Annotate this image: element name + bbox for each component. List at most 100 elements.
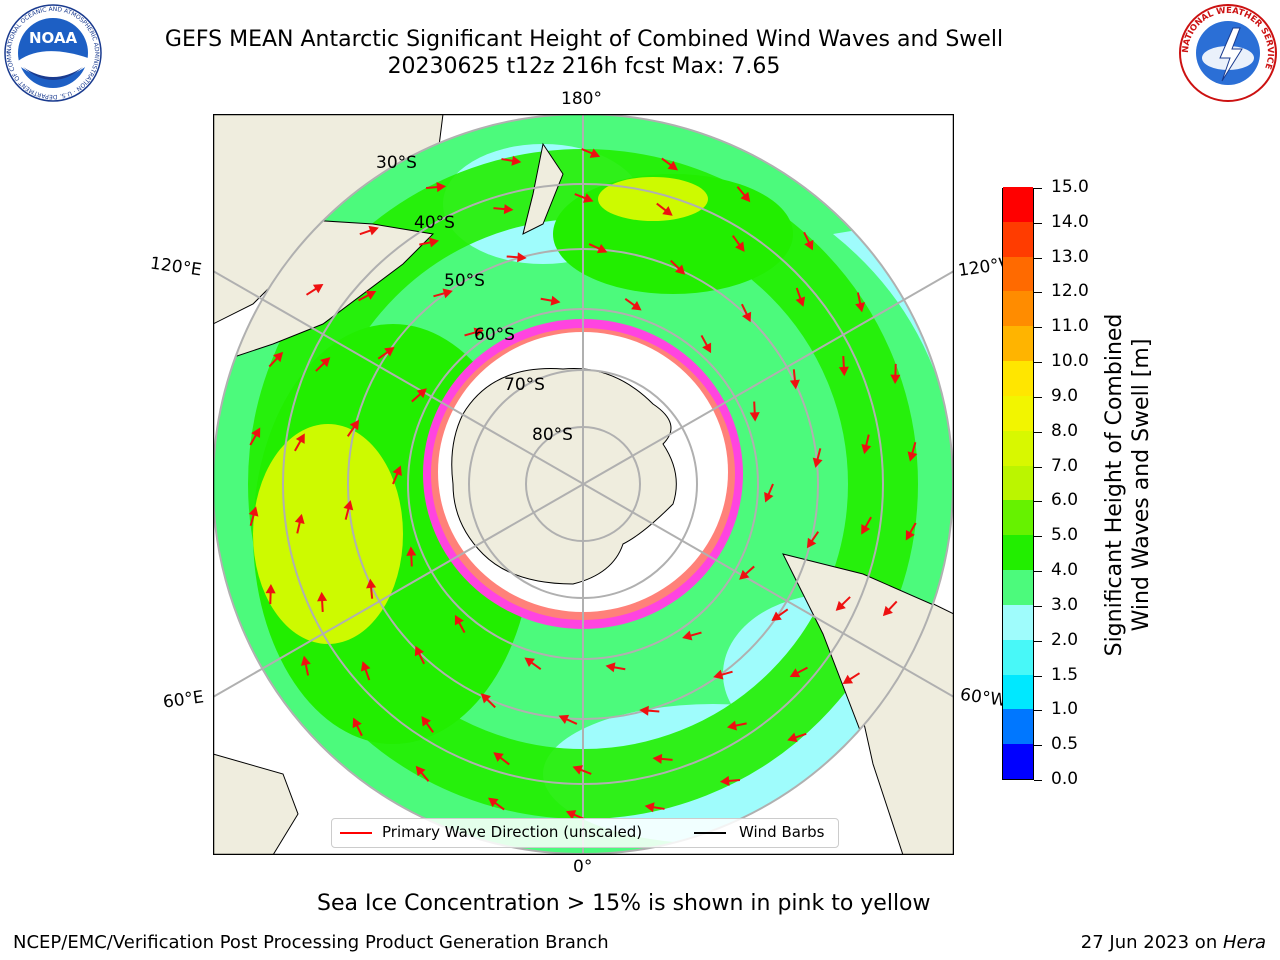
lat-label-80s: 80°S (532, 425, 573, 445)
colorbar-tick-label: 1.5 (1051, 664, 1079, 685)
colorbar-tick-label: 5.0 (1051, 525, 1079, 546)
wave-arrow-head (726, 720, 738, 731)
wave-arrow-head (795, 296, 806, 307)
wave-arrow-head (273, 351, 284, 363)
wave-arrow-head (583, 193, 594, 203)
colorbar-tick (1034, 292, 1042, 294)
africa-land (213, 753, 299, 855)
colorbar-tick (1034, 640, 1042, 642)
colorbar-tick (1034, 501, 1042, 503)
wave-arrow-head (251, 427, 261, 439)
wave-arrow-head (667, 160, 678, 171)
colorbar-title: Significant Height of Combined Wind Wave… (1101, 314, 1155, 657)
wave-arrow-head (812, 457, 823, 468)
colorbar-segment (1003, 569, 1033, 605)
colorbar-tick (1034, 536, 1042, 538)
wave-arrow-head (842, 674, 854, 685)
wave-arrow-head (789, 379, 800, 390)
colorbar-segment (1003, 291, 1033, 327)
wave-arrow-head (682, 630, 693, 641)
colorbar-tick-label: 7.0 (1051, 455, 1079, 476)
wave-arrow-head (644, 802, 655, 813)
lat-label-30s: 30°S (376, 153, 417, 173)
map (213, 114, 954, 855)
wave-arrow-head (343, 500, 354, 511)
lon-label-lower-right: 60°W (958, 684, 1009, 712)
lat-label-40s: 40°S (414, 213, 455, 233)
footer-date: 27 Jun 2023 on (1080, 932, 1223, 953)
colorbar-segment (1003, 465, 1033, 501)
colorbar-tick-label: 3.0 (1051, 594, 1079, 615)
colorbar-title-line2: Wind Waves and Swell [m] (1129, 338, 1154, 632)
colorbar-segment (1003, 360, 1033, 396)
colorbar-tick-label: 6.0 (1051, 490, 1079, 511)
colorbar-tick (1034, 396, 1042, 398)
wave-arrow-head (861, 524, 871, 535)
wave-arrow-head (771, 611, 782, 621)
lat-label-60s: 60°S (474, 325, 515, 345)
wave-arrow-head (675, 264, 686, 275)
colorbar-tick-label: 9.0 (1051, 385, 1079, 406)
colorbar-segment (1003, 674, 1033, 710)
colorbar-tick-label: 1.0 (1051, 699, 1079, 720)
colorbar-segment (1003, 604, 1033, 640)
wave-arrow-head (631, 301, 642, 311)
wave-arrow-head (713, 669, 724, 680)
lat-label-50s: 50°S (444, 271, 485, 291)
wave-arrow-head (749, 412, 760, 422)
wave-arrow-head (662, 206, 673, 216)
wave-arrow-head (861, 444, 872, 455)
footer-machine: Hera (1222, 932, 1266, 953)
wave-arrow-head (804, 239, 814, 251)
colorbar-tick (1034, 222, 1042, 224)
colorbar-tick-label: 2.0 (1051, 629, 1079, 650)
wave-arrow-head (454, 614, 464, 626)
footer-right: 27 Jun 2023 on Hera (1081, 932, 1266, 953)
legend-label-wind: Wind Barbs (739, 823, 825, 841)
wave-arrow-head (789, 668, 801, 678)
wave-arrow-head (589, 148, 601, 158)
legend-swatch-wave (340, 832, 372, 834)
colorbar-tick-label: 8.0 (1051, 420, 1079, 441)
wave-arrow-head (565, 810, 577, 820)
wave-arrow-head (742, 311, 752, 323)
lon-label-lower-left: 60°E (161, 687, 206, 713)
colorbar-segment (1003, 744, 1033, 779)
colorbar-tick (1034, 605, 1042, 607)
colorbar-tick (1034, 431, 1042, 433)
wave-arrow-head (295, 433, 305, 444)
colorbar-tick-label: 4.0 (1051, 560, 1079, 581)
wave-arrow-head (558, 714, 570, 725)
wave-arrow-head (511, 155, 522, 166)
new-zealand-land (522, 142, 564, 235)
wave-arrow-head (639, 705, 649, 716)
wave-arrow-head (719, 775, 730, 786)
wave-arrow-head (787, 732, 798, 743)
map-title: GEFS MEAN Antarctic Significant Height o… (164, 27, 1004, 52)
wave-arrow-head (488, 797, 499, 808)
colorbar-tick (1034, 257, 1042, 259)
wave-arrow-head (312, 283, 324, 294)
wave-arrow-head (524, 657, 535, 667)
colorbar-tick-label: 14.0 (1051, 211, 1089, 232)
lon-label-bottom: 0° (573, 857, 593, 877)
colorbar-segment (1003, 186, 1033, 222)
wave-arrow-head (907, 451, 918, 462)
nws-logo: NATIONAL WEATHER SERVICE (1179, 4, 1277, 102)
wave-arrow-head (317, 591, 328, 602)
colorbar-segment (1003, 430, 1033, 466)
wave-arrow-head (855, 302, 866, 313)
wave-arrow-head (384, 347, 395, 357)
colorbar (1002, 186, 1034, 780)
map-legend: Primary Wave Direction (unscaled) Wind B… (331, 818, 839, 848)
wave-arrow-head (473, 327, 484, 338)
wave-arrow-head (300, 655, 311, 666)
wave-arrow-head (366, 578, 377, 589)
wave-arrow-head (596, 243, 608, 254)
colorbar-tick (1034, 571, 1042, 573)
wave-arrow-head (428, 237, 440, 248)
wave-arrow-head (442, 288, 453, 299)
wave-arrow-head (480, 693, 491, 704)
wave-arrow-head (702, 342, 712, 354)
colorbar-tick (1034, 710, 1042, 712)
